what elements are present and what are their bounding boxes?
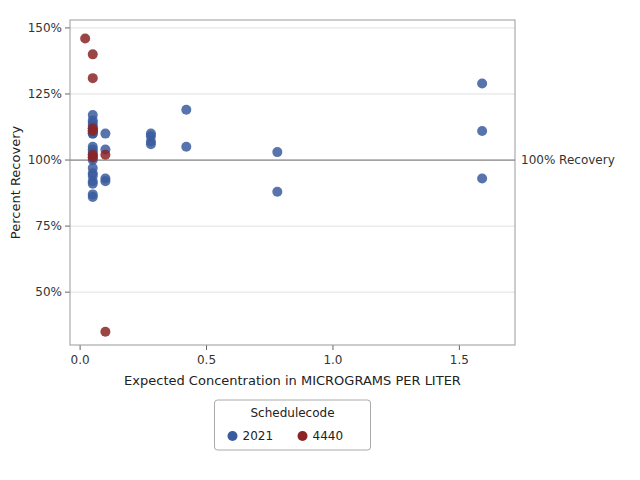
point [272, 147, 282, 157]
tick [459, 345, 460, 350]
tick [332, 345, 333, 350]
point [100, 176, 110, 186]
legend: Schedulecode 2021 4440 [215, 400, 371, 450]
legend-title: Schedulecode [250, 406, 334, 420]
tick-label: 1.5 [450, 353, 469, 367]
legend-marker [228, 431, 238, 441]
point [88, 152, 98, 162]
chart: 50% 75% 100% 125% 150% 0.0 0.5 1.0 1.5 100% Recov… [0, 0, 640, 480]
point [477, 126, 487, 136]
legend-box [215, 400, 371, 450]
annotation: 100% Recovery [521, 153, 615, 167]
point [88, 126, 98, 136]
point [100, 150, 110, 160]
point [88, 73, 98, 83]
point [477, 174, 487, 184]
point [181, 105, 191, 115]
tick [206, 345, 207, 350]
grid-line [70, 93, 515, 94]
tick [65, 160, 70, 161]
point [88, 192, 98, 202]
point [88, 126, 98, 136]
grid-line [70, 226, 515, 227]
point [477, 78, 487, 88]
point [146, 139, 156, 149]
grid-line [70, 160, 515, 161]
reference-line [70, 159, 515, 160]
tick [80, 345, 81, 350]
point [272, 187, 282, 197]
y-axis-label: Percent Recovery [8, 126, 23, 240]
x-axis-label: Expected Concentration in MICROGRAMS PER… [124, 373, 461, 388]
point [88, 152, 98, 162]
legend-marker [298, 431, 308, 441]
tick-label: 50% [35, 285, 62, 299]
tick [65, 27, 70, 28]
legend-entry: 4440 [313, 429, 344, 443]
grid-line [70, 27, 515, 28]
tick-label: 1.0 [323, 353, 342, 367]
points [80, 33, 487, 336]
tick-label: 150% [28, 21, 62, 35]
tick [65, 93, 70, 94]
tick-label: 0.0 [71, 353, 90, 367]
point [88, 126, 98, 136]
point [181, 142, 191, 152]
legend-entry: 2021 [243, 429, 274, 443]
tick-label: 100% [28, 153, 62, 167]
point [88, 179, 98, 189]
point [80, 33, 90, 43]
tick [65, 226, 70, 227]
point [88, 49, 98, 59]
plot-frame [70, 20, 515, 345]
tick-label: 75% [35, 219, 62, 233]
tick [65, 292, 70, 293]
grid-line [70, 292, 515, 293]
tick-label: 125% [28, 87, 62, 101]
point [100, 327, 110, 337]
tick-label: 0.5 [197, 353, 216, 367]
point [100, 129, 110, 139]
